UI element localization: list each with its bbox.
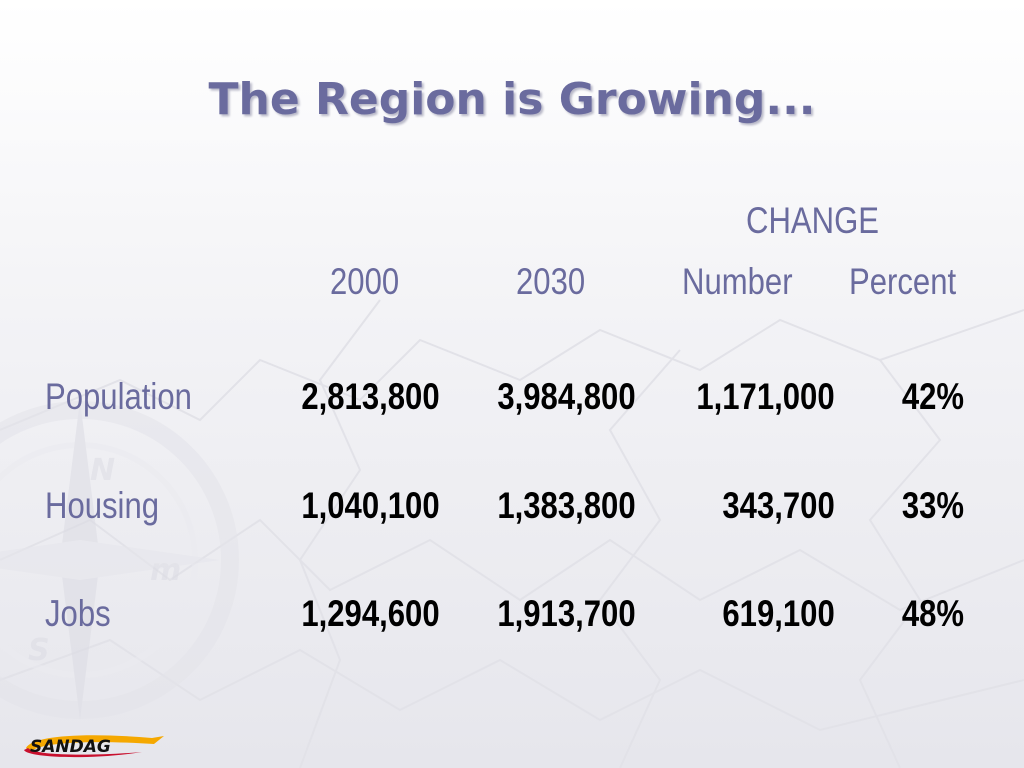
svg-text:N: N xyxy=(90,453,115,488)
row-label-housing: Housing xyxy=(45,485,160,526)
jobs-2030: 1,913,700 xyxy=(497,593,636,634)
sandag-logo-text: SANDAG xyxy=(30,737,111,757)
sandag-logo xyxy=(24,735,164,758)
compass-rose-icon: N m S xyxy=(0,400,239,720)
population-2000: 2,813,800 xyxy=(301,376,440,417)
jobs-number: 619,100 xyxy=(722,593,835,634)
population-percent: 42% xyxy=(901,376,964,417)
slide-title: The Region is Growing... xyxy=(208,74,816,125)
header-percent: Percent xyxy=(849,261,957,302)
background-map-lines xyxy=(0,299,1024,768)
row-label-jobs: Jobs xyxy=(45,593,111,634)
header-2030: 2030 xyxy=(516,261,586,302)
header-change-group: CHANGE xyxy=(746,200,879,241)
housing-2000: 1,040,100 xyxy=(301,485,440,526)
population-2030: 3,984,800 xyxy=(497,376,636,417)
population-number: 1,171,000 xyxy=(696,376,835,417)
header-number: Number xyxy=(682,261,793,302)
housing-number: 343,700 xyxy=(722,485,835,526)
jobs-percent: 48% xyxy=(901,593,964,634)
row-label-population: Population xyxy=(45,376,192,417)
svg-text:S: S xyxy=(28,633,50,668)
housing-percent: 33% xyxy=(901,485,964,526)
svg-text:m: m xyxy=(150,553,181,588)
header-2000: 2000 xyxy=(330,261,400,302)
jobs-2000: 1,294,600 xyxy=(301,593,440,634)
housing-2030: 1,383,800 xyxy=(497,485,636,526)
